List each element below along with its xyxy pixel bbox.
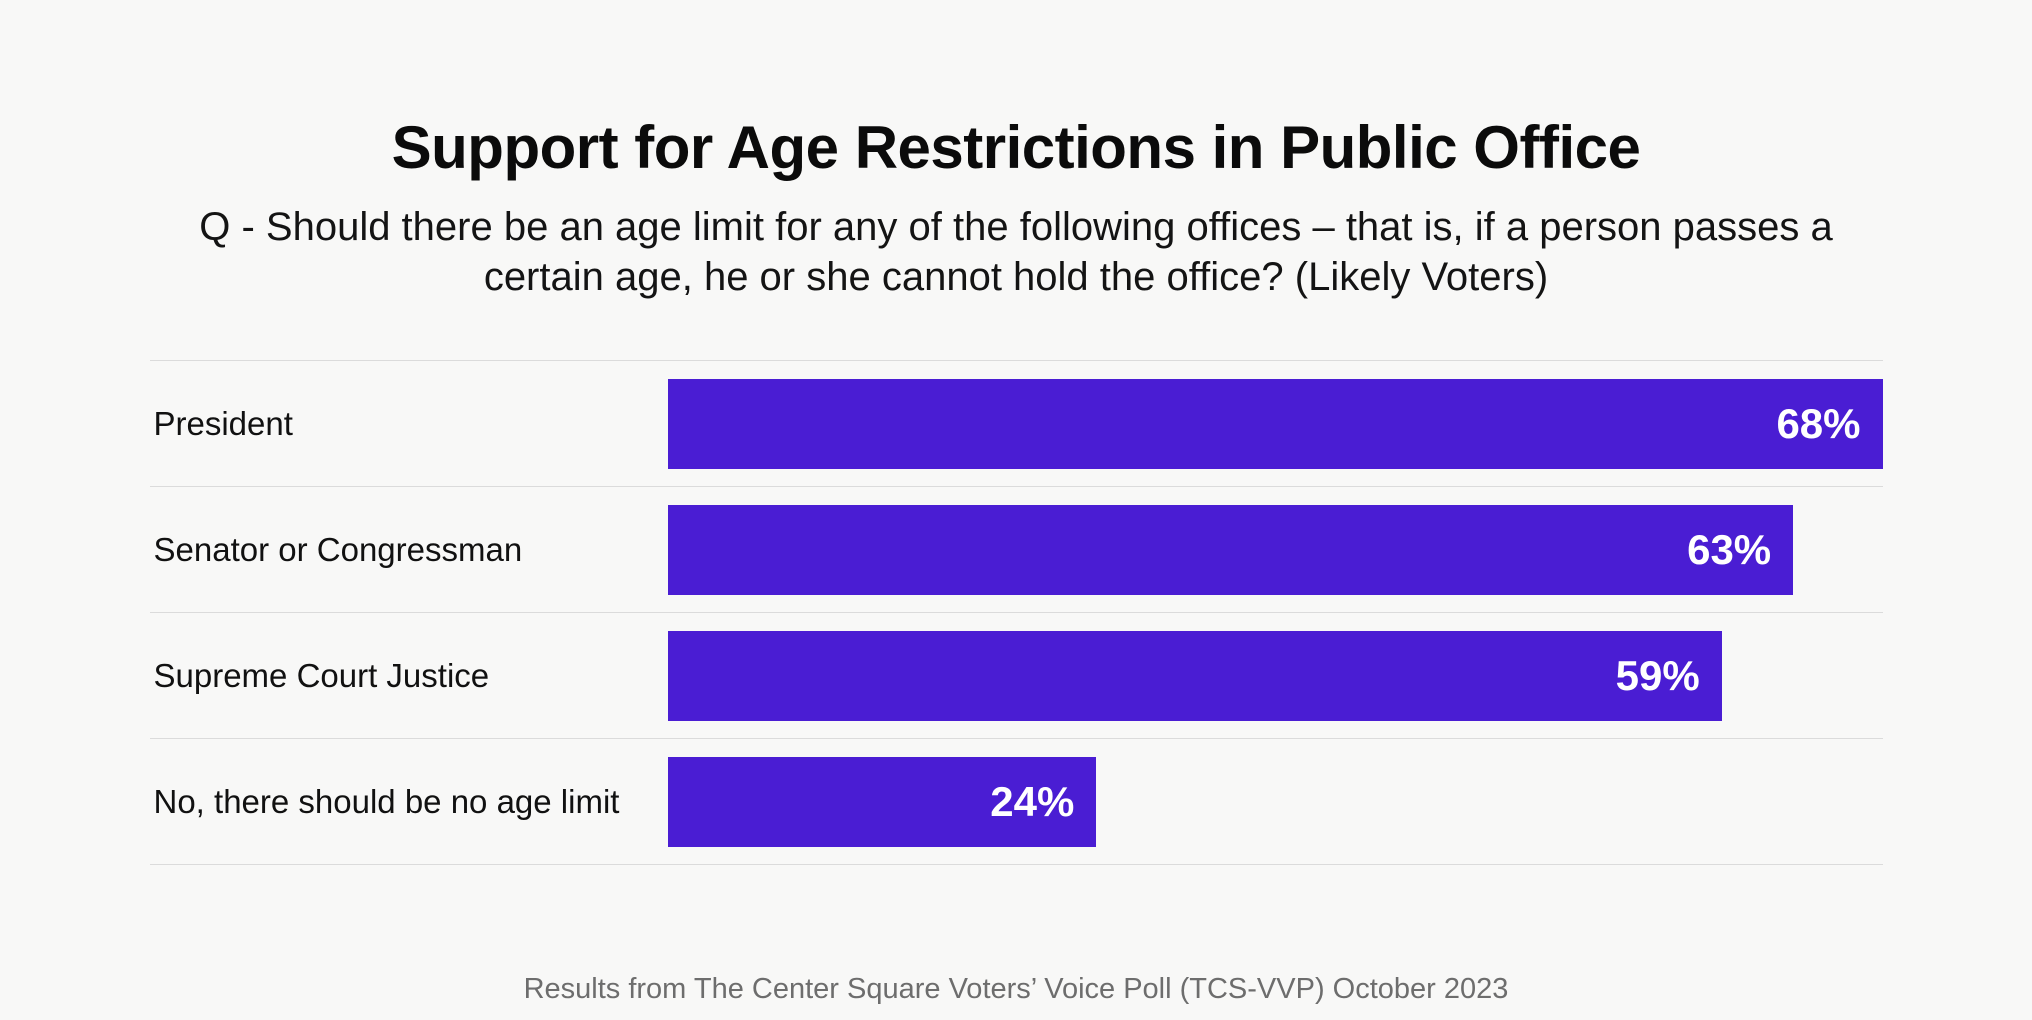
- bar-row: Senator or Congressman 63%: [149, 486, 1883, 612]
- category-label: Senator or Congressman: [153, 530, 523, 568]
- chart-title: Support for Age Restrictions in Public O…: [391, 114, 1641, 181]
- category-label: No, there should be no age limit: [153, 782, 620, 820]
- value-label: 59%: [1615, 651, 1700, 699]
- source-note: Results from The Center Square Voters’ V…: [523, 973, 1509, 1005]
- value-label: 68%: [1776, 399, 1861, 447]
- chart-subtitle: Q - Should there be an age limit for any…: [199, 205, 1833, 299]
- bar-row: President 68%: [149, 360, 1883, 486]
- bar-row: Supreme Court Justice 59%: [149, 612, 1883, 738]
- bar-row: No, there should be no age limit 24%: [149, 738, 1883, 864]
- bar-track: 59%: [667, 630, 1883, 721]
- bar-track: 63%: [667, 504, 1883, 595]
- bar: 59%: [667, 630, 1722, 721]
- bar-track: 24%: [667, 756, 1883, 847]
- category-label: Supreme Court Justice: [153, 656, 490, 694]
- bar: 24%: [667, 756, 1097, 847]
- bar: 63%: [667, 504, 1794, 595]
- bar-track: 68%: [667, 378, 1883, 469]
- value-label: 24%: [990, 777, 1075, 825]
- value-label: 63%: [1687, 525, 1772, 573]
- bar-chart: President 68% Senator or Congressman 63%…: [149, 360, 1883, 865]
- bar: 68%: [667, 378, 1883, 469]
- category-label: President: [153, 404, 293, 442]
